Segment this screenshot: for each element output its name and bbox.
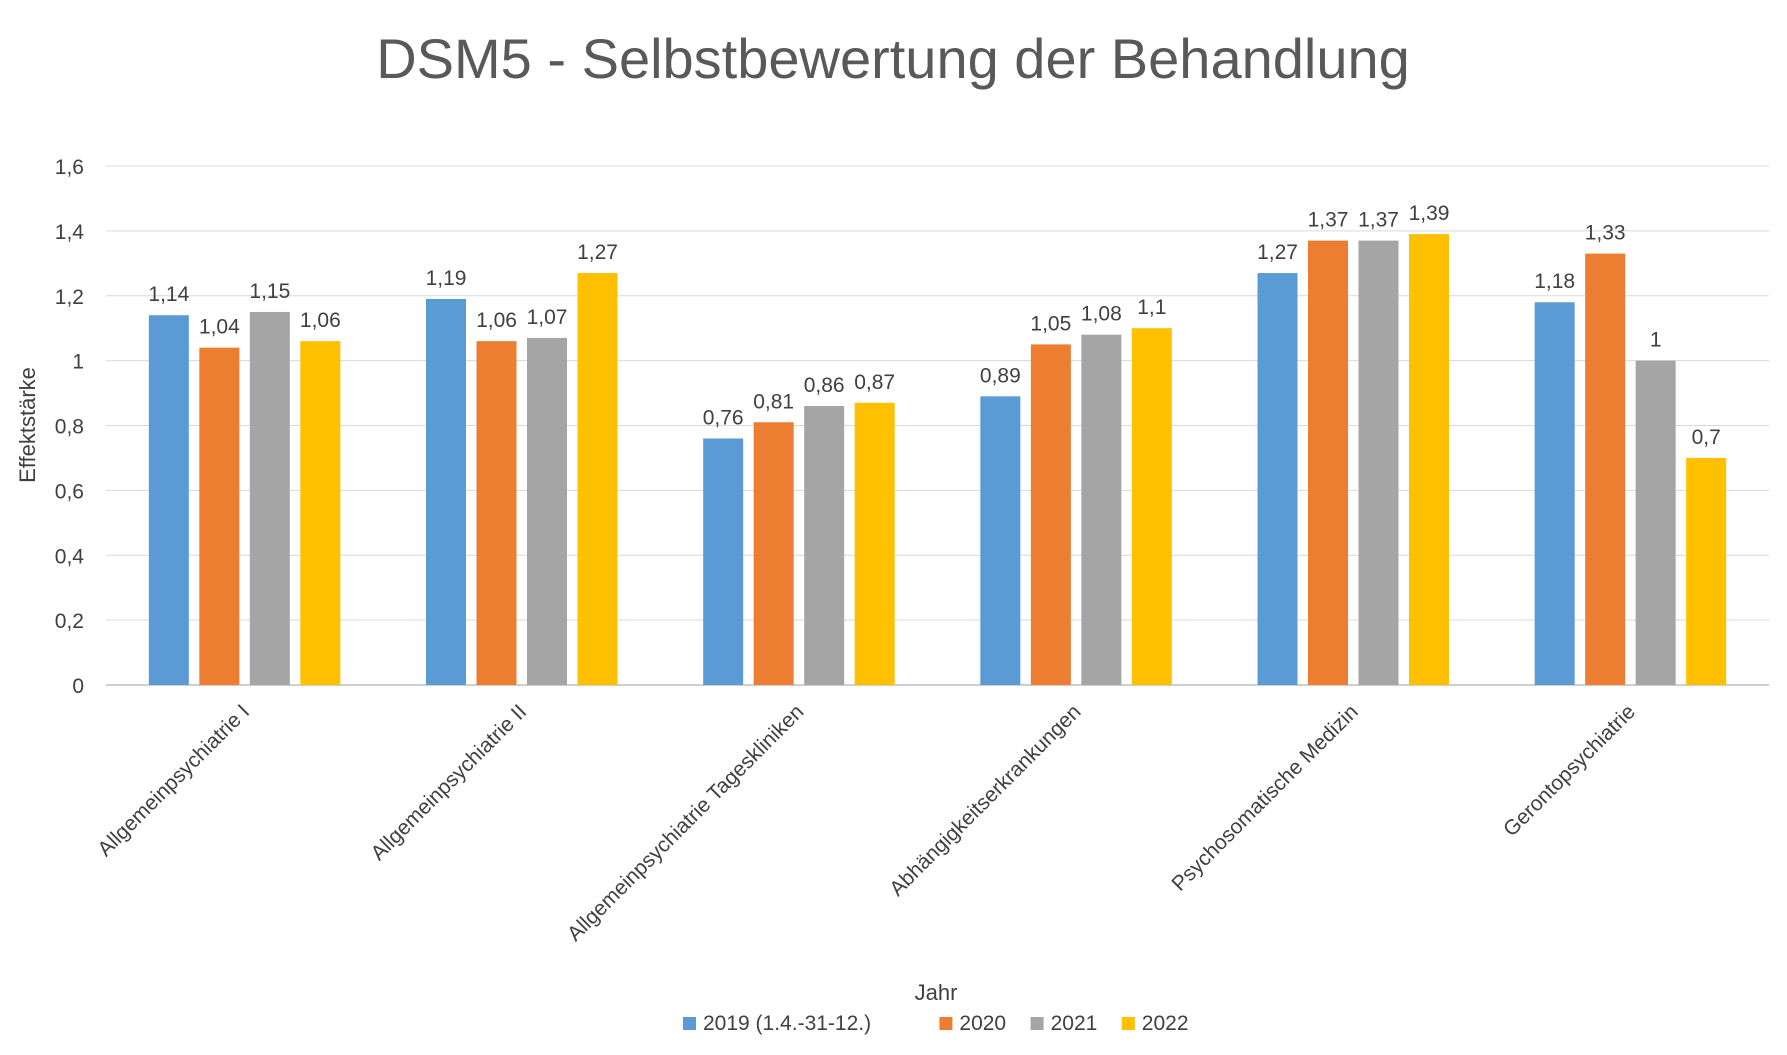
bar bbox=[854, 402, 895, 685]
bar bbox=[148, 315, 189, 685]
chart-title: DSM5 - Selbstbewertung der Behandlung bbox=[376, 27, 1410, 90]
bar bbox=[980, 396, 1021, 685]
bar bbox=[527, 337, 567, 685]
data-label: 1,14 bbox=[148, 283, 189, 306]
data-label: 0,86 bbox=[804, 374, 845, 397]
legend-item: 2021 bbox=[1030, 1012, 1098, 1035]
data-label: 0,7 bbox=[1692, 426, 1721, 449]
data-label: 1,37 bbox=[1358, 209, 1399, 232]
x-tick-label: Abhängigkeitserkrankungen bbox=[885, 700, 1085, 900]
legend-swatch bbox=[1121, 1017, 1135, 1030]
data-label: 1,05 bbox=[1030, 312, 1071, 335]
legend: Jahr 2019 (1.4.-31-12.) 2020 2021 2022 bbox=[683, 980, 1189, 1035]
bar bbox=[300, 341, 341, 685]
x-tick-label: Allgemeinpsychiatrie Tageskliniken bbox=[563, 700, 808, 945]
bar bbox=[1686, 457, 1727, 685]
legend-label: 2022 bbox=[1142, 1012, 1189, 1035]
y-axis-label: Effektstärke bbox=[15, 367, 40, 483]
bar bbox=[1030, 344, 1071, 685]
legend-item: 2020 bbox=[939, 1012, 1006, 1035]
data-label: 0,87 bbox=[854, 371, 895, 394]
data-label: 1,37 bbox=[1308, 209, 1349, 232]
y-tick-label: 0,2 bbox=[55, 610, 84, 633]
bar bbox=[1358, 240, 1399, 685]
x-tick-label: Allgemeinpsychiatrie I bbox=[93, 700, 254, 861]
y-tick-label: 1,2 bbox=[55, 286, 84, 309]
bar bbox=[1131, 328, 1172, 685]
x-axis-ticks: Allgemeinpsychiatrie I Allgemeinpsychiatr… bbox=[93, 700, 1640, 945]
bar bbox=[804, 406, 845, 685]
bar bbox=[249, 311, 290, 685]
legend-swatch bbox=[683, 1017, 696, 1030]
data-label: 1,04 bbox=[199, 316, 240, 339]
data-label: 1,06 bbox=[300, 309, 341, 332]
y-tick-label: 1,6 bbox=[55, 156, 84, 179]
data-labels: 1,14 1,04 1,15 1,06 1,19 1,06 1,07 1,27 0,76 0,81… bbox=[148, 202, 1720, 449]
data-label: 1 bbox=[1650, 329, 1662, 352]
y-tick-label: 1 bbox=[72, 351, 84, 374]
legend-label: 2020 bbox=[959, 1012, 1006, 1035]
data-label: 1,07 bbox=[527, 306, 568, 329]
bar bbox=[1585, 253, 1626, 686]
data-label: 0,89 bbox=[980, 364, 1021, 387]
bar bbox=[577, 273, 618, 685]
data-label: 1,33 bbox=[1585, 222, 1626, 245]
bar bbox=[753, 422, 794, 685]
x-tick-label: Allgemeinpsychiatrie II bbox=[366, 700, 531, 865]
data-label: 1,1 bbox=[1137, 296, 1166, 319]
bar bbox=[703, 438, 744, 685]
y-tick-label: 0,6 bbox=[55, 480, 84, 503]
y-tick-label: 0 bbox=[72, 675, 84, 698]
x-tick-label: Psychosomatische Medizin bbox=[1167, 700, 1362, 895]
legend-title: Jahr bbox=[915, 980, 958, 1005]
bar bbox=[1534, 302, 1575, 685]
data-label: 1,27 bbox=[577, 241, 618, 264]
bar bbox=[426, 298, 466, 685]
legend-items: 2019 (1.4.-31-12.) 2020 2021 2022 bbox=[683, 1012, 1189, 1035]
bar bbox=[1308, 240, 1348, 685]
legend-label: 2021 bbox=[1051, 1012, 1098, 1035]
gridlines bbox=[106, 165, 1769, 686]
y-tick-label: 0,8 bbox=[55, 416, 84, 439]
data-label: 1,06 bbox=[476, 309, 517, 332]
y-tick-label: 1,4 bbox=[55, 221, 85, 244]
data-label: 1,27 bbox=[1257, 241, 1298, 264]
bar bbox=[1635, 360, 1676, 685]
data-label: 1,08 bbox=[1081, 303, 1122, 326]
legend-item: 2022 bbox=[1121, 1012, 1189, 1035]
bar bbox=[1081, 334, 1122, 685]
bar bbox=[1409, 234, 1449, 685]
bar bbox=[199, 347, 240, 685]
legend-swatch bbox=[1030, 1017, 1044, 1030]
data-label: 1,18 bbox=[1534, 270, 1575, 293]
legend-label: 2019 (1.4.-31-12.) bbox=[703, 1012, 871, 1035]
y-axis-ticks: 0 0,2 0,4 0,6 0,8 1 1,2 1,4 1,6 bbox=[55, 156, 85, 698]
bar bbox=[1257, 273, 1298, 685]
data-label: 1,39 bbox=[1409, 202, 1450, 225]
data-label: 0,81 bbox=[753, 390, 794, 413]
bar bbox=[476, 341, 517, 685]
y-tick-label: 0,4 bbox=[55, 545, 85, 568]
data-label: 0,76 bbox=[703, 406, 744, 429]
data-label: 1,19 bbox=[426, 267, 467, 290]
data-label: 1,15 bbox=[249, 280, 290, 303]
x-tick-label: Gerontopsychiatrie bbox=[1499, 700, 1640, 841]
legend-swatch bbox=[939, 1017, 953, 1030]
legend-item: 2019 (1.4.-31-12.) bbox=[683, 1012, 871, 1035]
bar-series bbox=[148, 234, 1727, 686]
